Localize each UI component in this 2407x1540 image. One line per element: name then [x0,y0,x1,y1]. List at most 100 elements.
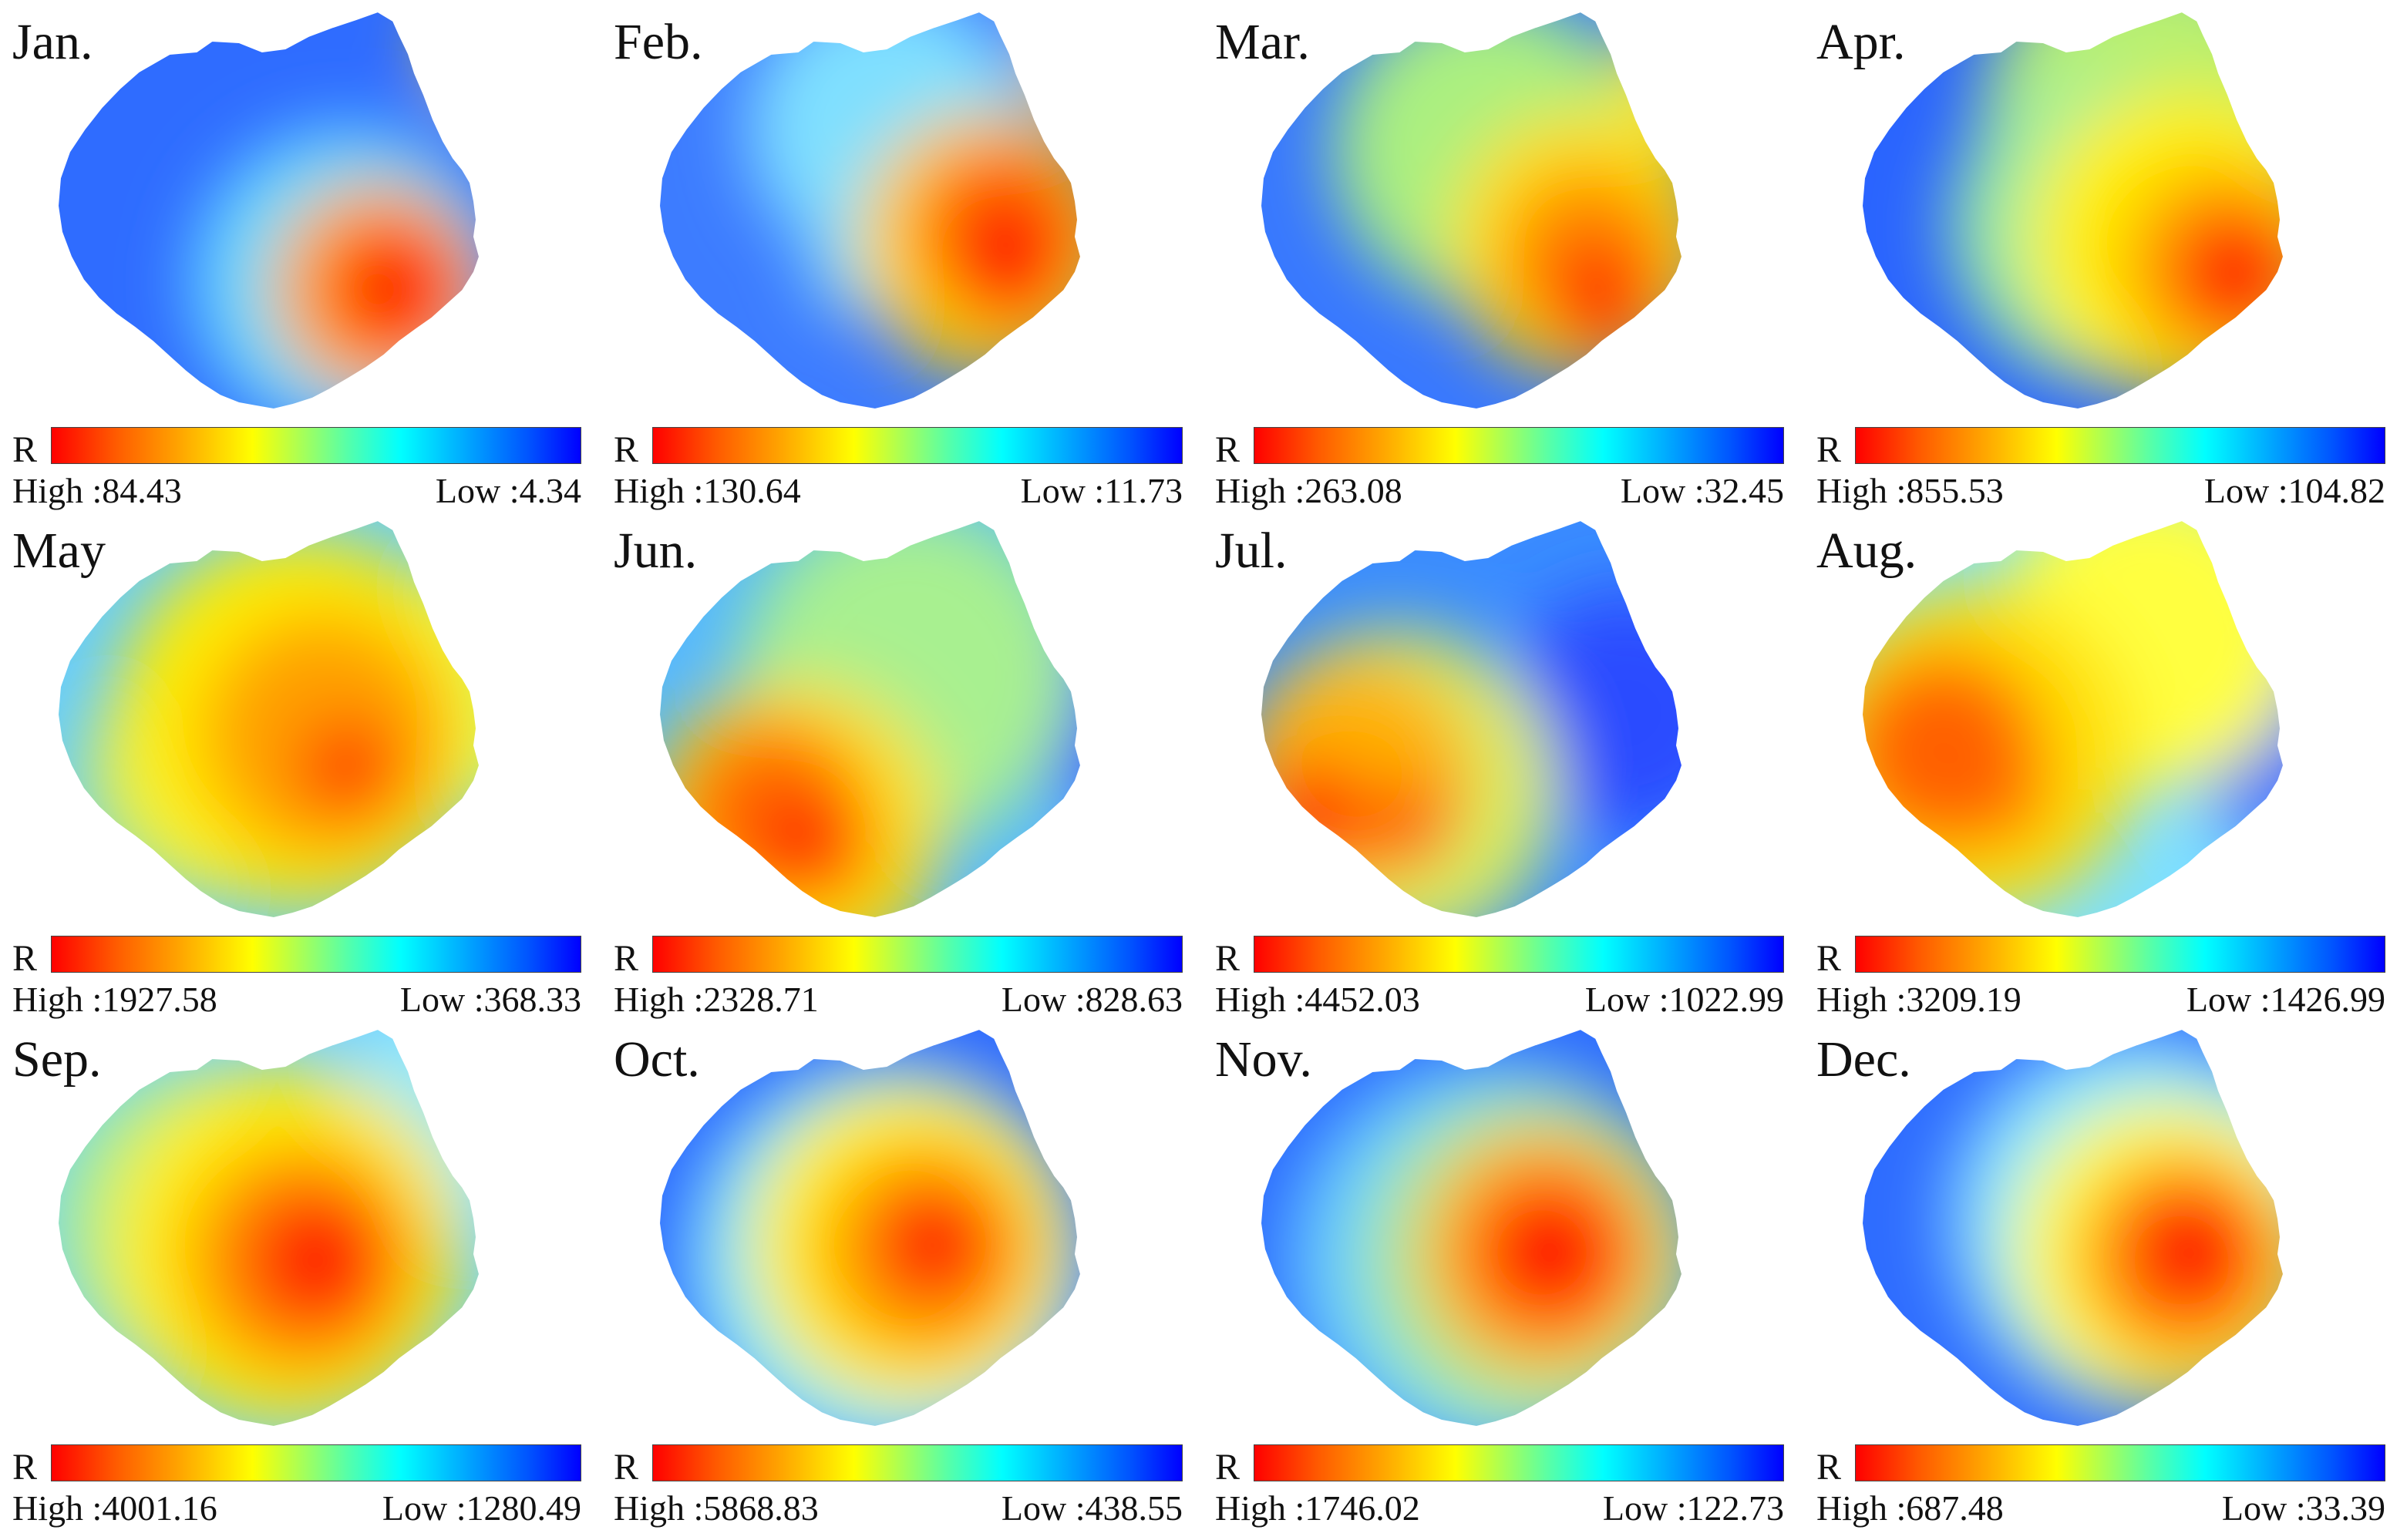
low-value: Low :1280.49 [382,1488,581,1528]
island-outline [1259,520,1684,920]
low-value: Low :1022.99 [1584,980,1784,1019]
month-panel: Oct. R High :5868.83 Low :438.55 [601,1017,1203,1526]
intensity-zone [2120,1183,2259,1322]
island-heatmap [1862,520,2284,918]
month-panel: Jun. R High :2328.71 Low :828.63 [601,509,1203,1017]
island-outline [658,1029,1082,1428]
high-value: High :4001.16 [12,1488,217,1528]
rainfall-erosivity-map [1259,520,1684,920]
month-panel: Jul. R High :4452.03 Low :1022.99 [1203,509,1804,1017]
month-title: Apr. [1816,14,1906,70]
low-value: Low :122.73 [1602,1488,1784,1528]
color-ramp [1254,936,1784,973]
low-value: Low :33.39 [2221,1488,2385,1528]
rainfall-erosivity-map [56,520,481,920]
rainfall-erosivity-map [1860,12,2285,411]
legend-symbol: R [1215,1447,1241,1488]
intensity-zone [948,204,1072,328]
month-panel: Nov. R High :1746.02 Low :122.73 [1203,1017,1804,1526]
rainfall-erosivity-map [1259,1029,1684,1428]
color-ramp [1855,427,2385,464]
month-panel: Mar. R High :263.08 Low :32.45 [1203,0,1804,509]
month-title: Aug. [1816,523,1917,579]
intensity-zone [301,721,393,813]
intensity-zone [1550,251,1658,358]
low-value: Low :4.34 [435,471,581,510]
month-title: May [12,523,106,579]
intensity-zone [763,794,871,902]
month-panel: Apr. R High :855.53 Low :104.82 [1804,0,2405,509]
rainfall-erosivity-map [658,520,1082,920]
legend: R High :84.43 Low :4.34 [0,424,586,509]
island-outline [56,1029,481,1428]
month-title: Sep. [12,1031,102,1088]
island-outline [1860,1029,2285,1428]
legend-symbol: R [1816,1447,1842,1488]
legend: R High :263.08 Low :32.45 [1203,424,1789,509]
rainfall-erosivity-map [1259,12,1684,411]
island-heatmap [1862,1029,2284,1427]
month-title: Jan. [12,14,93,70]
month-panel: Jan. R High :84.43 Low :4.34 [0,0,601,509]
intensity-zone [871,1183,995,1306]
legend-symbol: R [12,938,38,979]
color-ramp [652,936,1183,973]
month-title: Jul. [1215,523,1288,579]
legend: R High :2328.71 Low :828.63 [601,933,1187,1017]
legend: R High :5868.83 Low :438.55 [601,1441,1187,1526]
low-value: Low :104.82 [2203,471,2385,510]
intensity-zone [432,12,480,104]
intensity-zone [1473,1175,1627,1330]
island-outline [56,520,481,920]
legend-symbol: R [614,429,639,470]
legend: R High :855.53 Low :104.82 [1804,424,2390,509]
intensity-zone [324,220,463,358]
intensity-zone [1261,763,1365,871]
legend: R High :687.48 Low :33.39 [1804,1441,2390,1526]
high-value: High :687.48 [1816,1488,2004,1528]
island-heatmap [659,12,1081,409]
rainfall-erosivity-map [658,1029,1082,1428]
legend-symbol: R [614,938,639,979]
high-value: High :263.08 [1215,471,1402,510]
rainfall-erosivity-map [1860,1029,2285,1428]
island-heatmap [1261,1029,1682,1427]
intensity-zone [247,1191,385,1330]
high-value: High :84.43 [12,471,182,510]
high-value: High :5868.83 [614,1488,819,1528]
low-value: Low :11.73 [1020,471,1183,510]
color-ramp [1855,936,2385,973]
color-ramp [51,427,581,464]
island-heatmap [58,520,480,918]
high-value: High :1746.02 [1215,1488,1420,1528]
island-outline [658,520,1082,920]
color-ramp [1855,1444,2385,1481]
low-value: Low :32.45 [1620,471,1784,510]
island-outline [1259,12,1684,411]
island-heatmap [58,12,480,409]
legend-symbol: R [1816,938,1842,979]
legend: R High :130.64 Low :11.73 [601,424,1187,509]
island-outline [1860,12,2285,411]
intensity-zone [1372,786,1449,863]
month-title: Nov. [1215,1031,1312,1088]
legend-symbol: R [1816,429,1842,470]
high-value: High :2328.71 [614,980,819,1019]
island-heatmap [1261,12,1682,409]
island-heatmap [1862,12,2284,409]
rainfall-erosivity-map [658,12,1082,411]
legend: R High :3209.19 Low :1426.99 [1804,933,2390,1017]
legend: R High :4452.03 Low :1022.99 [1203,933,1789,1017]
island-heatmap [1261,520,1682,918]
high-value: High :4452.03 [1215,980,1420,1019]
month-title: Dec. [1816,1031,1911,1088]
island-heatmap [659,520,1081,918]
color-ramp [652,1444,1183,1481]
rainfall-erosivity-map [56,12,481,411]
color-ramp [51,936,581,973]
rainfall-erosivity-map [1860,520,2285,920]
legend: R High :1927.58 Low :368.33 [0,933,586,1017]
legend: R High :4001.16 Low :1280.49 [0,1441,586,1526]
intensity-zone [1503,590,1682,836]
high-value: High :855.53 [1816,471,2004,510]
